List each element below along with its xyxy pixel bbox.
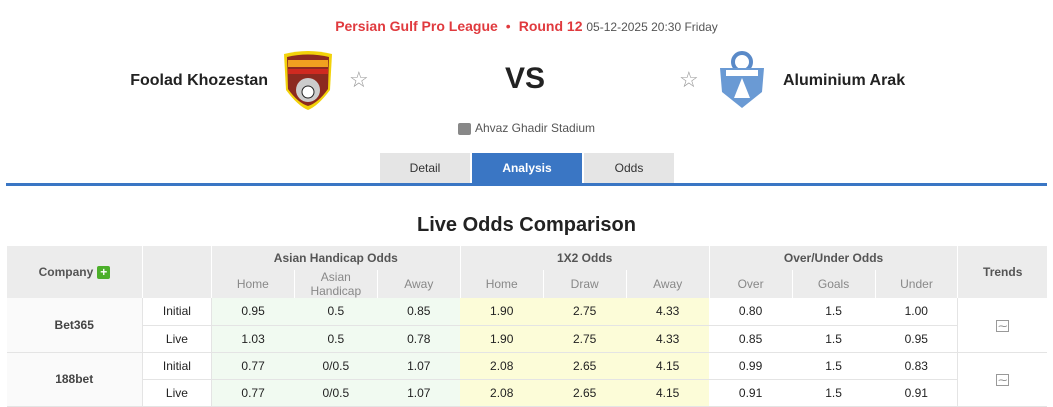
match-datetime: 05-12-2025 20:30 Friday: [586, 20, 718, 34]
subheader-home: Home: [459, 270, 544, 298]
odds-cell: 1.5: [792, 352, 876, 380]
favorite-away-star-icon[interactable]: ☆: [679, 67, 699, 92]
subheader-away: Away: [376, 270, 461, 298]
odds-cell: 2.65: [543, 379, 627, 407]
table-row: 188bet Initial 0.77 0/0.5 1.07 2.08 2.65 4.15 0.…: [6, 352, 1047, 407]
away-team-logo: [720, 51, 764, 108]
company-name[interactable]: 188bet: [6, 352, 143, 407]
subheader-asian-handicap: Asian Handicap: [293, 270, 378, 298]
round: Round 12: [518, 18, 583, 34]
match-header: Persian Gulf Pro League • Round 12 05-12-2…: [335, 18, 718, 34]
tab-bar: Detail Analysis Odds: [380, 153, 674, 183]
odds-cell: 1.5: [792, 379, 876, 407]
league-link[interactable]: Persian Gulf Pro League: [335, 18, 498, 34]
odds-cell: 4.33: [626, 298, 710, 326]
tab-odds[interactable]: Odds: [584, 153, 674, 183]
odds-table: Company + Asian Handicap Odds 1X2 Odds Ov…: [6, 246, 1047, 407]
tab-analysis[interactable]: Analysis: [472, 153, 582, 183]
odds-cell: 0.95: [875, 325, 958, 353]
odds-cell: 1.03: [211, 325, 295, 353]
company-header: Company +: [6, 246, 143, 298]
odds-cell: 0.91: [709, 379, 793, 407]
table-row: Live 0.77 0/0.5 1.07 2.08 2.65 4.15 0.91 1.5 0.91: [7, 379, 1048, 407]
odds-cell: 4.15: [626, 352, 710, 380]
venue-name: Ahvaz Ghadir Stadium: [474, 121, 596, 135]
trends-header: Trends: [957, 246, 1047, 298]
odds-cell: 4.15: [626, 379, 710, 407]
away-team-name[interactable]: Aluminium Arak: [783, 72, 906, 89]
odds-cell: 1.00: [875, 298, 958, 326]
favorite-home-star-icon[interactable]: ☆: [349, 67, 369, 92]
odds-cell: 2.75: [543, 325, 627, 353]
odds-cell: 0.77: [211, 352, 295, 380]
odds-cell: 2.65: [543, 352, 627, 380]
table-row: Bet365 Initial 0.95 0.5 0.85 1.90 2.75 4.33 0.80…: [6, 298, 1047, 353]
odds-cell: 1.90: [460, 298, 544, 326]
trend-chart-icon[interactable]: ⁓: [996, 374, 1010, 386]
type-header: [141, 246, 212, 298]
x2-header: 1X2 Odds: [459, 246, 710, 270]
odds-cell: 0.99: [709, 352, 793, 380]
odds-cell: 1.90: [460, 325, 544, 353]
odds-cell: 0.5: [294, 298, 378, 326]
odds-cell: 1.5: [792, 298, 876, 326]
section-title: Live Odds Comparison: [417, 214, 636, 236]
odds-cell: 0.91: [875, 379, 958, 407]
stadium-icon: [457, 122, 471, 135]
odds-cell: 2.08: [460, 352, 544, 380]
odds-type: Initial: [142, 352, 212, 380]
odds-cell: 4.33: [626, 325, 710, 353]
subheader-home: Home: [210, 270, 295, 298]
venue: Ahvaz Ghadir Stadium: [0, 121, 1053, 135]
trend-chart-icon[interactable]: ⁓: [996, 319, 1010, 332]
trends-cell: ⁓: [957, 352, 1047, 407]
subheader-draw: Draw: [542, 270, 627, 298]
home-team-name[interactable]: Foolad Khozestan: [130, 72, 268, 89]
tab-underline: [6, 183, 1047, 186]
odds-cell: 0.95: [211, 298, 295, 326]
odds-cell: 0.85: [709, 325, 793, 353]
odds-cell: 0/0.5: [294, 379, 378, 407]
company-name[interactable]: Bet365: [6, 298, 143, 353]
odds-cell: 0.80: [709, 298, 793, 326]
home-team-logo: [284, 51, 332, 110]
trends-cell: ⁓: [957, 298, 1047, 353]
odds-cell: 0.77: [211, 379, 295, 407]
odds-cell: 2.08: [460, 379, 544, 407]
ah-header: Asian Handicap Odds: [210, 246, 461, 270]
subheader-away: Away: [625, 270, 710, 298]
subheader-under: Under: [874, 270, 958, 298]
tab-detail[interactable]: Detail: [380, 153, 470, 183]
subheader-over: Over: [708, 270, 793, 298]
vs-label: VS: [505, 62, 546, 95]
odds-cell: 0.5: [294, 325, 378, 353]
odds-type: Initial: [142, 298, 212, 326]
odds-cell: 0.78: [377, 325, 461, 353]
odds-cell: 0.85: [377, 298, 461, 326]
odds-cell: 0/0.5: [294, 352, 378, 380]
odds-cell: 2.75: [543, 298, 627, 326]
add-company-plus-icon[interactable]: +: [97, 266, 111, 280]
odds-cell: 0.83: [875, 352, 958, 380]
odds-type: Live: [142, 325, 212, 353]
odds-cell: 1.5: [792, 325, 876, 353]
table-row: Live 1.03 0.5 0.78 1.90 2.75 4.33 0.85 1.5 0.95: [7, 325, 1048, 353]
ou-header: Over/Under Odds: [708, 246, 958, 270]
odds-type: Live: [142, 379, 212, 407]
odds-cell: 1.07: [377, 379, 461, 407]
subheader-goals: Goals: [791, 270, 876, 298]
odds-cell: 1.07: [377, 352, 461, 380]
